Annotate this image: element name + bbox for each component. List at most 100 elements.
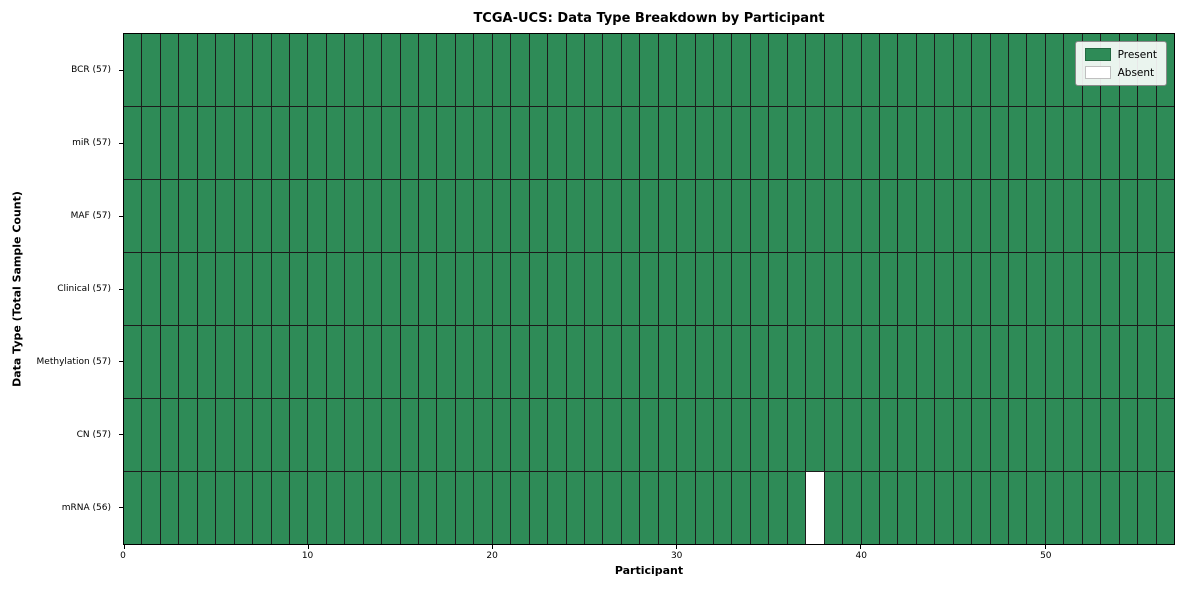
heatmap-cell: [843, 253, 861, 325]
x-tick-label: 50: [1040, 551, 1052, 561]
heatmap-cell: [271, 180, 289, 252]
heatmap-cell: [695, 107, 714, 179]
heatmap-cell: [234, 399, 253, 471]
heatmap-cell: [1009, 34, 1027, 106]
heatmap-cell: [566, 107, 584, 179]
heatmap-cell: [732, 34, 750, 106]
heatmap-cell: [898, 34, 916, 106]
heatmap-cell: [234, 253, 253, 325]
x-tick-mark: [860, 545, 862, 549]
heatmap-cell: [1082, 180, 1101, 252]
y-tick-mark: [119, 288, 123, 290]
heatmap-cell: [142, 472, 160, 544]
x-tick-mark: [1044, 545, 1046, 549]
heatmap-cell: [621, 34, 640, 106]
heatmap-cell: [566, 326, 584, 398]
heatmap-cell: [548, 180, 566, 252]
heatmap-cell: [972, 34, 990, 106]
heatmap-cell: [566, 472, 584, 544]
heatmap-cell: [935, 34, 953, 106]
heatmap-cell: [419, 326, 437, 398]
y-tick-label: MAF (57): [70, 210, 111, 221]
heatmap-cell: [253, 253, 271, 325]
heatmap-cell: [787, 326, 806, 398]
heatmap-cell: [584, 180, 603, 252]
heatmap-cell: [511, 180, 529, 252]
heatmap-cell: [566, 180, 584, 252]
heatmap-cell: [253, 472, 271, 544]
heatmap-cell: [1119, 326, 1138, 398]
heatmap-cell: [953, 180, 972, 252]
heatmap-cell: [142, 107, 160, 179]
legend-swatch-absent: [1084, 66, 1111, 79]
heatmap-cell: [714, 107, 732, 179]
heatmap-cell: [621, 253, 640, 325]
heatmap-cell: [511, 472, 529, 544]
heatmap-cell: [787, 399, 806, 471]
legend-item-present: Present: [1084, 48, 1157, 61]
heatmap-cell: [382, 472, 400, 544]
heatmap-cell: [289, 399, 308, 471]
heatmap-cell: [714, 34, 732, 106]
heatmap-cell: [511, 326, 529, 398]
heatmap-cell: [548, 107, 566, 179]
heatmap-cell: [843, 472, 861, 544]
heatmap-cell: [160, 180, 179, 252]
heatmap-cell: [548, 399, 566, 471]
heatmap-cell: [455, 34, 474, 106]
heatmap-cell: [1101, 253, 1119, 325]
heatmap-cell: [1009, 253, 1027, 325]
heatmap-cell: [990, 399, 1009, 471]
x-tick-mark: [123, 545, 125, 549]
heatmap-cell: [566, 399, 584, 471]
heatmap-cell: [363, 107, 382, 179]
heatmap-cell: [879, 34, 898, 106]
heatmap-cell: [197, 253, 216, 325]
x-tick-mark: [491, 545, 493, 549]
heatmap-cell: [677, 253, 695, 325]
heatmap-cell: [640, 107, 658, 179]
heatmap-cell: [142, 399, 160, 471]
heatmap-cell: [400, 107, 419, 179]
x-tick-label: 30: [670, 551, 683, 561]
heatmap-cell: [806, 34, 824, 106]
heatmap-cell: [271, 326, 289, 398]
heatmap-cell: [326, 253, 345, 325]
heatmap-cell: [658, 472, 677, 544]
heatmap-cell: [677, 180, 695, 252]
heatmap-cell: [658, 107, 677, 179]
heatmap-cell: [400, 326, 419, 398]
heatmap-cell: [953, 34, 972, 106]
heatmap-cell: [677, 326, 695, 398]
heatmap-cell: [474, 326, 492, 398]
heatmap-cell: [271, 107, 289, 179]
heatmap-cell: [861, 107, 879, 179]
heatmap-cell: [861, 472, 879, 544]
heatmap-cell: [603, 180, 621, 252]
heatmap-cell: [308, 326, 326, 398]
heatmap-cell: [1156, 472, 1174, 544]
heatmap-cell: [197, 34, 216, 106]
heatmap-cell: [732, 180, 750, 252]
heatmap-cell: [695, 253, 714, 325]
heatmap-cell: [124, 326, 142, 398]
heatmap-cell: [289, 107, 308, 179]
heatmap-cell: [990, 34, 1009, 106]
heatmap-cell: [326, 34, 345, 106]
x-tick-label: 20: [486, 551, 498, 561]
heatmap-cell: [935, 326, 953, 398]
heatmap-cell: [1156, 399, 1174, 471]
heatmap-cell: [234, 34, 253, 106]
heatmap-cell: [363, 34, 382, 106]
heatmap-cell: [548, 34, 566, 106]
heatmap-cell: [197, 326, 216, 398]
heatmap-cell: [750, 107, 769, 179]
heatmap-cell: [1119, 180, 1138, 252]
heatmap-cell: [732, 107, 750, 179]
heatmap-cell: [898, 107, 916, 179]
heatmap-cell: [1064, 399, 1082, 471]
heatmap-cell: [308, 399, 326, 471]
heatmap-cell: [1119, 253, 1138, 325]
heatmap-cell: [548, 253, 566, 325]
heatmap-cell: [326, 326, 345, 398]
